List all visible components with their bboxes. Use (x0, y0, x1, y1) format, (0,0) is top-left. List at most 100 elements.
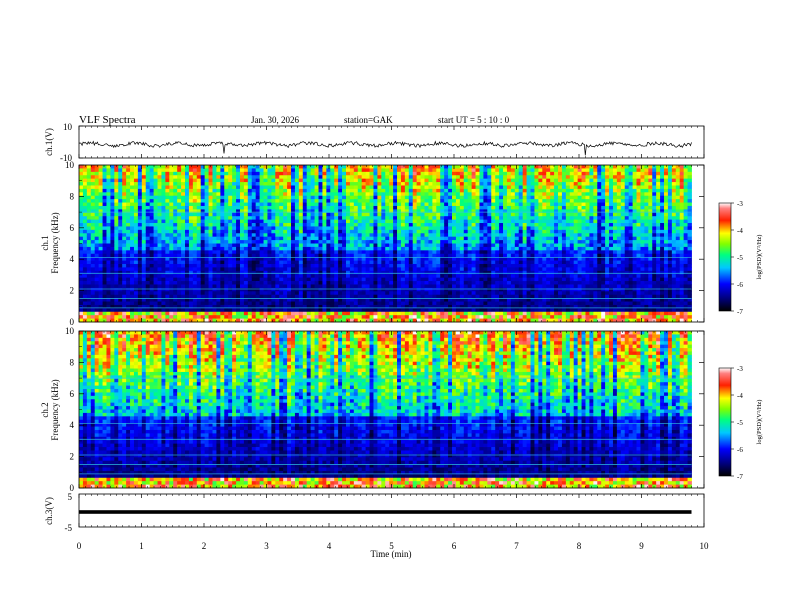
spectrogram-cell (204, 257, 209, 261)
spectrogram-cell (145, 315, 151, 319)
spectrogram-cell (298, 205, 304, 210)
spectrogram-cell (133, 263, 139, 268)
spectrogram-cell (385, 188, 390, 193)
spectrogram-cell (436, 243, 441, 248)
spectrogram-cell (302, 233, 308, 238)
spectrogram-cell (467, 182, 473, 186)
spectrogram-cell (361, 284, 367, 289)
spectrogram-cell (483, 263, 488, 268)
spectrogram-cell (432, 308, 437, 313)
spectrogram-cell (294, 212, 300, 217)
spectrogram-cell (444, 287, 449, 292)
spectrogram-cell (381, 240, 386, 244)
spectrogram-cell (126, 226, 131, 231)
spectrogram-cell (369, 298, 374, 302)
spectrogram-cell (279, 178, 284, 183)
spectrogram-cell (137, 308, 143, 313)
spectrogram-cell (173, 246, 178, 251)
spectrogram-cell (471, 260, 476, 265)
spectrogram-cell (196, 171, 202, 176)
spectrogram-cell (243, 250, 249, 255)
spectrogram-cell (86, 304, 92, 309)
spectrogram-cell (275, 223, 280, 227)
spectrogram-cell (169, 212, 174, 217)
spectrogram-cell (377, 274, 382, 279)
spectrogram-cell (459, 182, 465, 186)
spectrogram-cell (408, 243, 414, 248)
spectrogram-cell (122, 185, 127, 190)
spectrogram-cell (463, 216, 469, 221)
spectrogram-cell (255, 257, 261, 261)
spectrogram-cell (251, 267, 257, 272)
spectrogram-cell (455, 308, 461, 313)
spectrogram-cell (196, 287, 202, 292)
spectrogram-cell (365, 192, 370, 197)
spectrogram-cell (287, 311, 292, 316)
spectrogram-cell (298, 284, 304, 289)
spectrogram-cell (471, 274, 476, 279)
spectrogram-cell (86, 209, 92, 214)
spectrogram-cell (471, 236, 476, 241)
spectrogram-cell (377, 284, 382, 289)
spectrogram-cell (200, 284, 206, 289)
spectrogram-cell (345, 195, 351, 200)
spectrogram-cell (455, 240, 461, 244)
spectrogram-cell (404, 294, 410, 299)
spectrogram-cell (181, 216, 186, 221)
spectrogram-cell (259, 304, 264, 309)
spectrogram-cell (357, 246, 363, 251)
spectrogram-cell (408, 246, 414, 251)
spectrogram-cell (432, 270, 437, 275)
spectrogram-cell (287, 216, 292, 221)
spectrogram-cell (412, 246, 418, 251)
spectrogram-cell (448, 205, 453, 210)
spectrogram-cell (200, 182, 206, 186)
spectrogram-cell (122, 260, 127, 265)
spectrogram-cell (302, 298, 308, 302)
spectrogram-cell (196, 199, 202, 203)
spectrogram-cell (416, 236, 421, 241)
spectrogram-cell (224, 216, 229, 221)
spectrogram-cell (471, 212, 476, 217)
spectrogram-cell (298, 243, 304, 248)
spectrogram-cell (118, 294, 123, 299)
spectrogram-cell (228, 226, 233, 231)
spectrogram-cell (459, 226, 465, 231)
spectrogram-cell (381, 246, 386, 251)
spectrogram-cell (161, 219, 166, 224)
spectrogram-cell (212, 291, 217, 296)
spectrogram-cell (404, 274, 410, 279)
spectrogram-cell (287, 192, 292, 197)
spectrogram-cell (377, 168, 382, 173)
spectrogram-cell (212, 270, 217, 275)
spectrogram-cell (98, 243, 103, 248)
spectrogram-cell (424, 318, 429, 323)
spectrogram-cell (279, 270, 284, 275)
spectrogram-cell (90, 182, 96, 186)
spectrogram-cell (133, 229, 139, 234)
spectrogram-cell (310, 311, 315, 316)
spectrogram-cell (444, 168, 449, 173)
spectrogram-cell (208, 219, 213, 224)
spectrogram-cell (475, 212, 480, 217)
spectrogram-cell (342, 168, 347, 173)
spectrogram-cell (404, 182, 410, 186)
spectrogram-cell (448, 168, 453, 173)
spectrogram-cell (416, 284, 421, 289)
spectrogram-cell (192, 202, 198, 207)
spectrogram-cell (251, 308, 257, 313)
spectrogram-cell (330, 311, 335, 316)
spectrogram-cell (448, 315, 453, 319)
spectrogram-cell (200, 250, 206, 255)
spectrogram-cell (338, 318, 343, 323)
spectrogram-cell (432, 301, 437, 306)
spectrogram-cell (483, 315, 488, 319)
spectrogram-cell (153, 250, 158, 255)
spectrogram-cell (188, 171, 194, 176)
spectrogram-cell (479, 274, 484, 279)
spectrogram-cell (397, 243, 402, 248)
spectrogram-cell (408, 212, 414, 217)
spectrogram-cell (114, 250, 119, 255)
spectrogram-cell (416, 216, 421, 221)
spectrogram-cell (369, 185, 374, 190)
